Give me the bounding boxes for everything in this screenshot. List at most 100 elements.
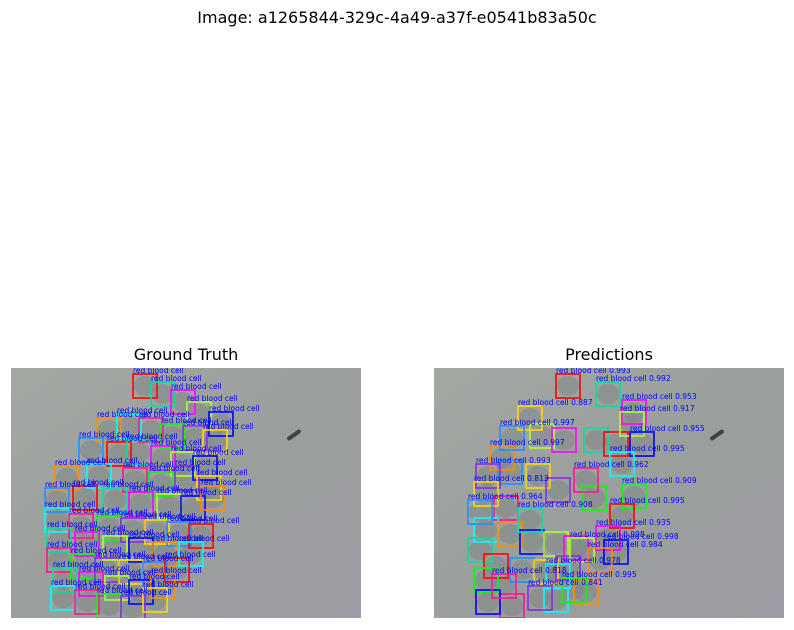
debris — [710, 429, 724, 441]
cell-blob — [575, 470, 597, 490]
prediction-box — [467, 499, 493, 525]
ground-truth-label: red blood cell — [45, 500, 96, 509]
cell-blob — [150, 474, 172, 494]
ground-truth-box — [68, 513, 94, 539]
cell-blob — [80, 440, 102, 460]
cell-blob — [501, 428, 523, 448]
cell-blob — [557, 376, 579, 396]
prediction-box — [581, 485, 607, 511]
cell-blob — [469, 540, 491, 560]
prediction-box — [595, 525, 621, 551]
ground-truth-label: red blood cell — [119, 552, 170, 561]
cell-blob — [70, 516, 92, 536]
ground-truth-box — [164, 557, 190, 583]
cell-blob — [545, 534, 567, 554]
ground-truth-label: red blood cell — [97, 508, 148, 517]
cell-blob — [553, 430, 575, 450]
cell-blob — [154, 544, 176, 564]
ground-truth-label: red blood cell — [47, 540, 98, 549]
cell-blob — [477, 466, 499, 486]
prediction-label: red blood cell 0.917 — [620, 404, 695, 413]
cell-blob — [104, 490, 126, 510]
prediction-label: red blood cell 0.984 — [588, 540, 663, 549]
prediction-label: red blood cell 0.887 — [518, 398, 593, 407]
prediction-label: red blood cell 0.995 — [610, 444, 685, 453]
prediction-label: red blood cell 0.908 — [518, 500, 593, 509]
cell-blob — [162, 426, 184, 446]
prediction-label: red blood cell 0.978 — [546, 556, 621, 565]
predictions-panel: red blood cell 0.993 red blood cell 0.992… — [434, 368, 784, 618]
ground-truth-label: red blood cell — [179, 534, 230, 543]
cell-blob — [527, 466, 549, 486]
ground-truth-label: red blood cell — [117, 406, 168, 415]
ground-truth-label: red blood cell — [171, 444, 222, 453]
cell-blob — [140, 420, 162, 440]
prediction-label: red blood cell 0.998 — [570, 530, 645, 539]
cell-blob — [108, 444, 130, 464]
cell-blob — [611, 454, 633, 474]
ground-truth-box — [106, 441, 132, 467]
cell-blob — [475, 520, 497, 540]
cell-blob — [190, 526, 212, 546]
ground-truth-label: red blood cell — [69, 506, 120, 515]
cell-blob — [499, 524, 521, 544]
prediction-box — [497, 521, 523, 547]
cell-blob — [130, 494, 152, 514]
ground-truth-label: red blood cell — [175, 458, 226, 467]
cell-blob — [124, 470, 146, 490]
ground-truth-label: red blood cell — [75, 582, 126, 591]
ground-truth-box — [202, 429, 228, 455]
ground-truth-box — [52, 567, 78, 593]
ground-truth-box — [174, 465, 200, 491]
ground-truth-panel: red blood cell red blood cell red blood ce… — [11, 368, 361, 618]
ground-truth-label: red blood cell — [79, 564, 130, 573]
ground-truth-label: red blood cell — [197, 468, 248, 477]
ground-truth-label: red blood cell — [133, 368, 184, 375]
ground-truth-box — [150, 573, 176, 599]
ground-truth-label: red blood cell — [129, 530, 180, 539]
ground-truth-box — [74, 589, 100, 615]
cell-blob — [88, 466, 110, 486]
ground-truth-label: red blood cell — [167, 514, 218, 523]
prediction-label: red blood cell 0.935 — [596, 518, 671, 527]
cell-blob — [188, 404, 210, 424]
cell-blob — [557, 558, 579, 578]
ground-truth-label: red blood cell — [165, 550, 216, 559]
cell-blob — [130, 540, 152, 560]
cell-blob — [120, 562, 142, 582]
prediction-box — [583, 427, 609, 453]
ground-truth-label: red blood cell — [143, 580, 194, 589]
ground-truth-label: red blood cell — [79, 430, 130, 439]
cell-blob — [521, 532, 543, 552]
ground-truth-box — [150, 381, 176, 407]
ground-truth-label: red blood cell — [127, 432, 178, 441]
cell-blob — [204, 432, 226, 452]
ground-truth-label: red blood cell — [103, 480, 154, 489]
cell-blob — [210, 414, 232, 434]
prediction-box — [595, 381, 621, 407]
prediction-label: red blood cell 0.955 — [630, 424, 705, 433]
ground-truth-label: red blood cell — [145, 512, 196, 521]
prediction-box — [587, 547, 613, 573]
ground-truth-box — [86, 463, 112, 489]
ground-truth-label: red blood cell — [95, 550, 146, 559]
ground-truth-label: red blood cell — [121, 510, 172, 519]
cell-blob — [144, 590, 166, 610]
prediction-box — [473, 481, 499, 507]
ground-truth-box — [170, 451, 196, 477]
cell-blob — [519, 408, 541, 428]
ground-truth-label: red blood cell — [181, 488, 232, 497]
ground-truth-box — [128, 491, 154, 517]
prediction-label: red blood cell 0.997 — [500, 418, 575, 427]
ground-truth-box — [102, 535, 128, 561]
ground-truth-label: red blood cell — [139, 410, 190, 419]
cell-blob — [104, 538, 126, 558]
ground-truth-title: Ground Truth — [133, 345, 239, 364]
ground-truth-box — [128, 579, 154, 605]
cell-blob — [106, 578, 128, 598]
ground-truth-box — [144, 519, 170, 545]
ground-truth-box — [150, 445, 176, 471]
ground-truth-label: red blood cell — [193, 448, 244, 457]
cell-blob — [605, 434, 627, 454]
ground-truth-box — [78, 437, 104, 463]
